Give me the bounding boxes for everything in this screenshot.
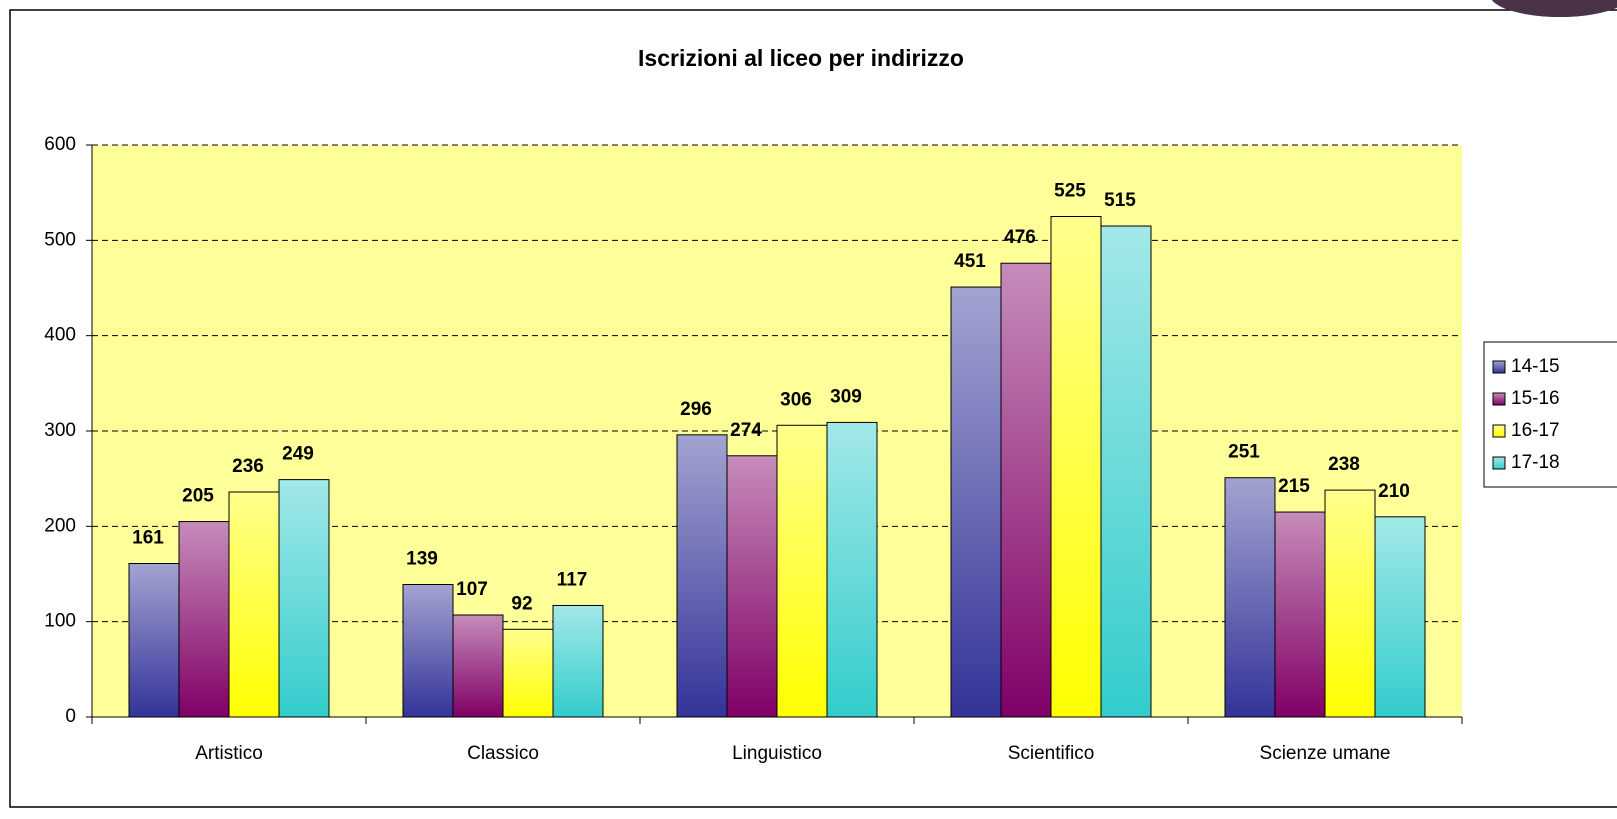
y-tick-label: 100 (44, 611, 76, 632)
bar (128, 563, 180, 718)
y-tick-label: 600 (44, 134, 76, 155)
value-label: 274 (730, 420, 762, 441)
bar (402, 583, 454, 718)
legend-swatch (1492, 424, 1506, 438)
value-label: 515 (1104, 190, 1136, 211)
value-label: 161 (132, 528, 164, 549)
value-label: 117 (557, 569, 588, 590)
legend-box (1483, 341, 1617, 488)
legend-label: 16-17 (1511, 420, 1560, 441)
value-label: 296 (680, 399, 712, 420)
bar (1050, 216, 1102, 718)
value-label: 249 (282, 444, 314, 465)
value-label: 251 (1228, 442, 1260, 463)
legend-label: 15-16 (1511, 388, 1560, 409)
bar (826, 421, 878, 718)
bar (1324, 489, 1376, 718)
y-tick-label: 200 (44, 515, 76, 536)
legend-swatch (1492, 456, 1506, 470)
bar (1374, 516, 1426, 718)
legend-label: 17-18 (1511, 452, 1560, 473)
bar (228, 491, 280, 718)
x-tick-label: Artistico (195, 743, 263, 764)
value-label: 476 (1004, 227, 1036, 248)
bar (676, 434, 728, 718)
bar (178, 521, 230, 718)
legend-swatch (1492, 360, 1506, 374)
bar (278, 479, 330, 718)
x-tick-label: Linguistico (732, 743, 822, 764)
value-label: 107 (456, 579, 488, 600)
value-label: 451 (954, 251, 986, 272)
value-label: 210 (1378, 481, 1410, 502)
bar (552, 604, 604, 718)
bar (502, 628, 554, 718)
x-tick-label: Scientifico (1008, 743, 1095, 764)
x-tick-label: Classico (467, 743, 539, 764)
bar (1000, 262, 1052, 718)
value-label: 139 (406, 549, 438, 570)
y-tick-label: 0 (65, 706, 76, 727)
bar (1274, 511, 1326, 718)
bar (452, 614, 504, 718)
value-label: 236 (232, 456, 264, 477)
value-label: 215 (1278, 476, 1310, 497)
value-label: 525 (1054, 181, 1086, 202)
bar (726, 455, 778, 718)
value-label: 309 (830, 386, 862, 407)
chart-title: Iscrizioni al liceo per indirizzo (638, 45, 964, 71)
bar (1100, 225, 1152, 718)
corner-decoration (1491, 0, 1617, 17)
bar (1224, 477, 1276, 718)
y-tick-label: 400 (44, 325, 76, 346)
value-label: 92 (511, 593, 532, 614)
value-label: 238 (1328, 454, 1360, 475)
x-tick-label: Scienze umane (1260, 743, 1391, 764)
y-tick-label: 300 (44, 420, 76, 441)
value-label: 205 (182, 486, 214, 507)
bar (776, 424, 828, 718)
value-label: 306 (780, 389, 812, 410)
bar (950, 286, 1002, 718)
y-tick-label: 500 (44, 229, 76, 250)
legend-label: 14-15 (1511, 356, 1560, 377)
legend-swatch (1492, 392, 1506, 406)
